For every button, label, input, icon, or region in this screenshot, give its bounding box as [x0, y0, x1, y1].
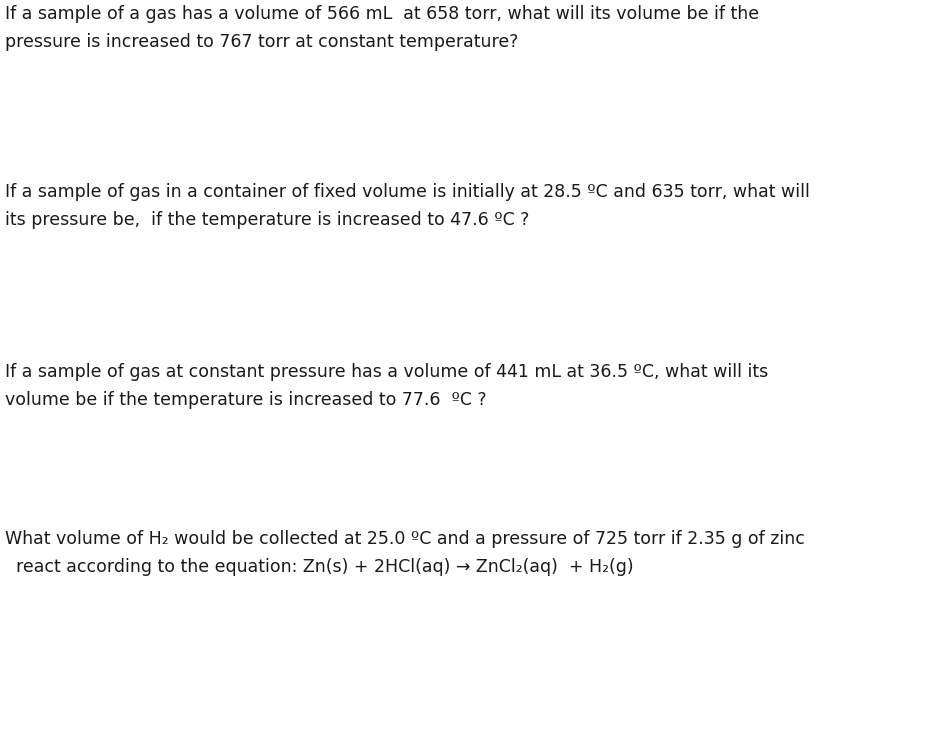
Text: If a sample of gas in a container of fixed volume is initially at 28.5 ºC and 63: If a sample of gas in a container of fix…: [5, 183, 810, 201]
Text: pressure is increased to 767 torr at constant temperature?: pressure is increased to 767 torr at con…: [5, 33, 519, 51]
Text: volume be if the temperature is increased to 77.6  ºC ?: volume be if the temperature is increase…: [5, 391, 487, 409]
Text: If a sample of gas at constant pressure has a volume of 441 mL at 36.5 ºC, what : If a sample of gas at constant pressure …: [5, 363, 769, 381]
Text: its pressure be,  if the temperature is increased to 47.6 ºC ?: its pressure be, if the temperature is i…: [5, 211, 529, 229]
Text: What volume of H₂ would be collected at 25.0 ºC and a pressure of 725 torr if 2.: What volume of H₂ would be collected at …: [5, 530, 805, 548]
Text: If a sample of a gas has a volume of 566 mL  at 658 torr, what will its volume b: If a sample of a gas has a volume of 566…: [5, 5, 759, 23]
Text: react according to the equation: Zn(s) + 2HCl(aq) → ZnCl₂(aq)  + H₂(g): react according to the equation: Zn(s) +…: [5, 558, 634, 576]
